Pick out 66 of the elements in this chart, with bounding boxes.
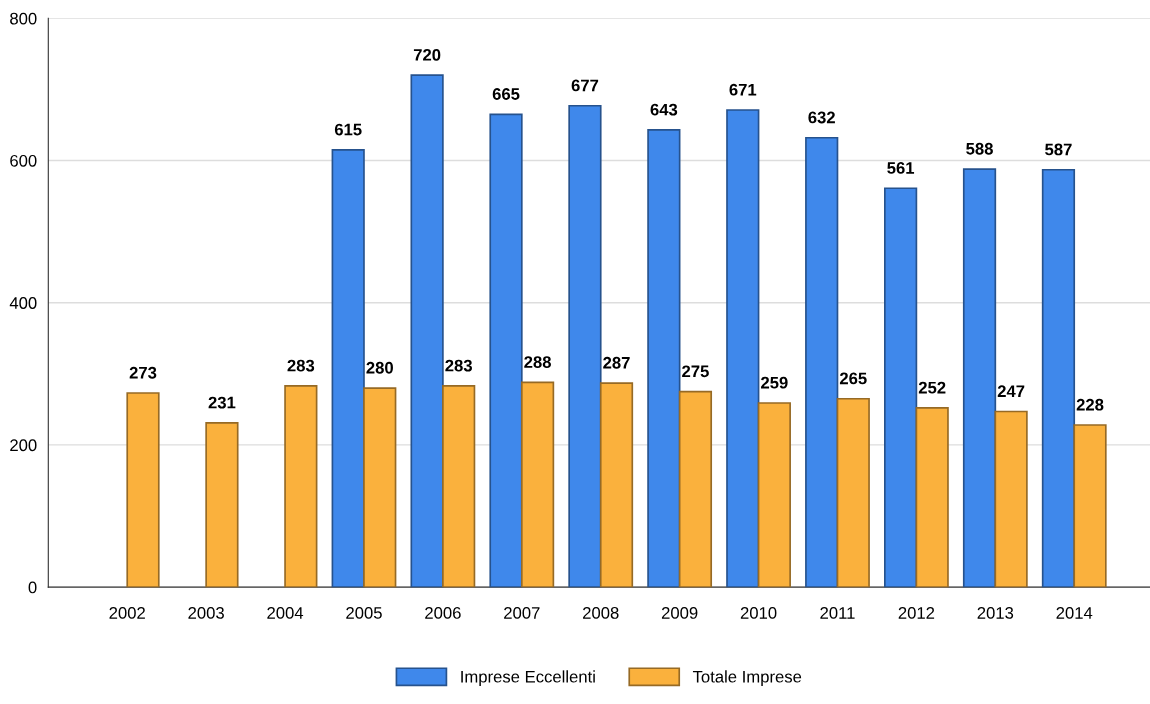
x-tick-label: 2014 bbox=[1056, 607, 1093, 619]
data-label: 665 bbox=[492, 88, 520, 100]
bar bbox=[805, 136, 839, 588]
bar bbox=[410, 74, 444, 588]
data-label: 259 bbox=[761, 376, 788, 389]
y-tick-label: 0 bbox=[28, 581, 37, 594]
bar bbox=[520, 381, 555, 588]
bar bbox=[331, 149, 365, 588]
bar bbox=[647, 129, 681, 588]
data-label: 273 bbox=[129, 366, 157, 379]
y-tick-label: 400 bbox=[9, 297, 37, 309]
x-tick-label: 2003 bbox=[188, 607, 224, 619]
bar bbox=[994, 410, 1028, 588]
x-tick-label: 2013 bbox=[977, 607, 1014, 619]
x-tick-label: 2010 bbox=[740, 607, 777, 619]
bar bbox=[678, 390, 713, 588]
x-tick-label: 2009 bbox=[661, 607, 698, 619]
data-label: 632 bbox=[808, 111, 835, 124]
data-label: 231 bbox=[208, 396, 236, 409]
data-label: 228 bbox=[1076, 398, 1104, 411]
data-label: 677 bbox=[571, 79, 599, 92]
bar bbox=[599, 382, 634, 588]
x-tick-label: 2011 bbox=[820, 607, 855, 619]
x-tick-label: 2007 bbox=[504, 607, 540, 619]
y-tick-label: 600 bbox=[10, 154, 37, 167]
data-label: 287 bbox=[603, 356, 630, 369]
x-tick-label: 2012 bbox=[898, 607, 935, 619]
bar bbox=[726, 109, 760, 588]
bar bbox=[836, 397, 870, 588]
legend-label: Totale Imprese bbox=[692, 670, 802, 686]
data-label: 587 bbox=[1045, 143, 1072, 156]
y-tick-label: 200 bbox=[10, 439, 37, 452]
bar bbox=[962, 168, 997, 588]
x-tick-label: 2006 bbox=[425, 607, 461, 619]
data-label: 265 bbox=[839, 372, 867, 385]
data-label: 283 bbox=[287, 359, 315, 372]
data-label: 615 bbox=[334, 123, 362, 136]
bar bbox=[489, 113, 523, 588]
bar bbox=[1073, 424, 1107, 588]
bar bbox=[915, 407, 949, 588]
data-label: 643 bbox=[650, 103, 678, 116]
x-tick-label: 2005 bbox=[346, 607, 382, 619]
bar bbox=[126, 392, 160, 588]
bar bbox=[1041, 168, 1076, 588]
data-label: 275 bbox=[682, 365, 709, 378]
bar bbox=[363, 387, 397, 588]
legend-label: Imprese Eccellenti bbox=[461, 670, 595, 686]
data-label: 247 bbox=[997, 385, 1025, 397]
bar bbox=[568, 104, 602, 588]
data-label: 283 bbox=[445, 359, 472, 372]
x-tick-label: 2008 bbox=[583, 607, 619, 619]
bar bbox=[757, 402, 791, 588]
bar bbox=[883, 187, 918, 588]
bar bbox=[442, 385, 476, 588]
data-label: 288 bbox=[524, 356, 551, 368]
data-label: 671 bbox=[729, 83, 757, 96]
data-label: 252 bbox=[918, 381, 946, 394]
data-label: 280 bbox=[366, 361, 393, 374]
data-label: 588 bbox=[966, 142, 993, 155]
data-label: 720 bbox=[413, 48, 441, 61]
y-tick-label: 800 bbox=[10, 12, 37, 25]
x-tick-label: 2002 bbox=[109, 607, 145, 619]
x-tick-label: 2004 bbox=[267, 607, 304, 619]
bar bbox=[205, 422, 239, 588]
data-label: 561 bbox=[887, 162, 915, 174]
bar bbox=[284, 385, 318, 588]
